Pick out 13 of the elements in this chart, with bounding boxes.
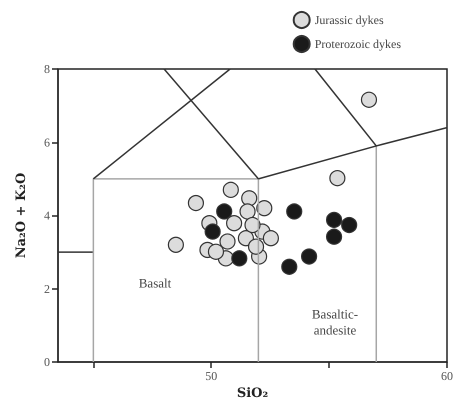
- annotation: Basalt: [138, 276, 172, 290]
- x-axis-title: SiO₂: [236, 386, 268, 401]
- y-tick-label: 2: [44, 282, 50, 296]
- y-tick-label: 0: [44, 355, 50, 369]
- y-axis-title: Na₂O + K₂O: [14, 172, 29, 258]
- y-tick-label: 8: [44, 62, 50, 76]
- x-tick-label: 50: [205, 369, 218, 383]
- legend-label: Jurassic dykes: [314, 13, 384, 27]
- x-tick-label: 60: [441, 369, 453, 383]
- legend-label: Proterozoic dykes: [314, 37, 402, 51]
- y-tick-label: 6: [44, 135, 50, 150]
- y-tick-label: 4: [44, 208, 50, 222]
- annotation: Basaltic- andesite: [312, 306, 358, 338]
